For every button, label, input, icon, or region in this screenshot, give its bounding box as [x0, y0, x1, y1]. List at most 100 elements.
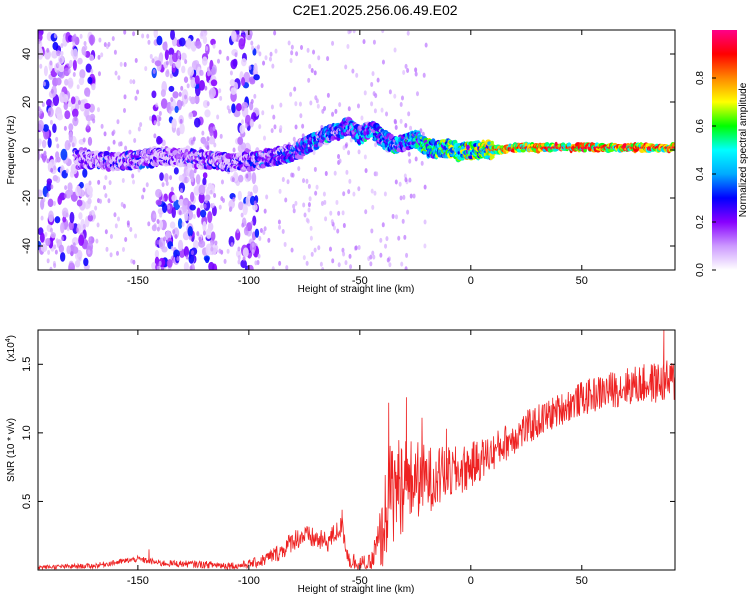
noise-blob — [208, 136, 216, 145]
noise-blob — [262, 230, 266, 236]
noise-blob — [273, 124, 277, 130]
noise-blob — [134, 95, 138, 101]
noise-blob — [393, 47, 397, 53]
noise-blob — [228, 108, 232, 114]
noise-blob — [200, 31, 204, 37]
noise-blob — [346, 43, 350, 49]
noise-blob — [104, 193, 108, 199]
noise-blob — [193, 168, 197, 174]
snr-y-ticks: 0.5 1.0 1.5 — [21, 357, 675, 509]
noise-blob — [240, 212, 244, 218]
noise-blob — [331, 40, 335, 46]
noise-blob — [338, 102, 342, 108]
spectrogram-y-tick-label: 40 — [21, 48, 33, 60]
noise-blob — [78, 77, 85, 86]
noise-blob — [237, 246, 241, 252]
noise-blob — [188, 96, 192, 102]
noise-blob — [258, 235, 262, 241]
noise-blob — [161, 182, 165, 188]
snr-y-tick-label: 1.0 — [21, 425, 33, 440]
noise-blob — [272, 114, 276, 120]
noise-blob — [302, 202, 306, 208]
spectrogram-x-ticks: -150 -100 -50 0 50 — [127, 30, 588, 287]
noise-blob — [316, 103, 320, 109]
snr-x-tick-label: -50 — [352, 575, 368, 587]
noise-blob — [407, 151, 411, 157]
noise-blob — [172, 91, 179, 99]
noise-blob — [204, 256, 210, 264]
noise-blob — [405, 252, 409, 258]
snr-multiplier-exp: 4 — [5, 338, 12, 342]
noise-blob — [403, 234, 407, 240]
spectrogram-y-tick-label: -20 — [21, 190, 33, 206]
noise-blob — [218, 204, 222, 210]
noise-blob — [50, 167, 54, 173]
snr-y-label: SNR (10 * v/v) — [6, 418, 17, 482]
noise-blob — [399, 118, 403, 124]
noise-blob — [169, 73, 173, 79]
noise-blob — [283, 241, 287, 247]
noise-blob — [71, 246, 79, 254]
noise-blob — [394, 124, 398, 130]
noise-blob — [170, 97, 174, 103]
noise-blob — [151, 58, 155, 64]
noise-blob — [237, 255, 241, 261]
noise-blob — [253, 93, 257, 99]
noise-blob — [202, 177, 207, 186]
noise-blob — [86, 92, 90, 98]
noise-blob — [235, 103, 242, 112]
noise-blob — [78, 181, 84, 189]
noise-blob — [307, 202, 311, 208]
noise-blob — [46, 178, 53, 185]
noise-blob — [388, 262, 392, 268]
noise-blob — [198, 236, 202, 242]
noise-blob — [206, 145, 210, 151]
noise-blob — [241, 106, 245, 112]
noise-blob — [313, 247, 317, 253]
noise-blob — [183, 261, 189, 270]
noise-blob — [422, 72, 426, 78]
noise-blob — [253, 62, 258, 75]
noise-blob — [56, 143, 60, 149]
noise-blob — [52, 200, 56, 206]
noise-blob — [132, 31, 136, 37]
noise-blob — [132, 259, 136, 265]
noise-blob — [60, 43, 64, 49]
snr-x-label: Height of straight line (km) — [298, 584, 415, 595]
noise-blob — [210, 231, 216, 241]
noise-blob — [159, 212, 163, 218]
noise-blob — [206, 101, 210, 107]
noise-blob — [284, 197, 288, 203]
noise-blob — [338, 158, 342, 164]
noise-blob — [248, 65, 252, 71]
spectrogram-x-label: Height of straight line (km) — [298, 284, 415, 295]
noise-blob — [210, 38, 216, 46]
noise-blob — [249, 191, 253, 197]
spectrogram-y-tick-label: -40 — [21, 238, 33, 254]
noise-blob — [188, 254, 195, 264]
noise-blob — [55, 238, 59, 244]
noise-blob — [147, 39, 151, 45]
noise-blob — [160, 98, 168, 109]
noise-blob — [76, 199, 83, 207]
noise-blob — [141, 33, 145, 39]
noise-blob — [260, 83, 264, 89]
noise-blob — [172, 52, 179, 63]
noise-blob — [314, 190, 318, 196]
noise-blob — [402, 69, 406, 75]
noise-blob — [176, 256, 180, 262]
noise-blob — [129, 79, 133, 85]
noise-blob — [153, 120, 157, 126]
noise-blob — [100, 52, 104, 58]
noise-blob — [306, 47, 310, 53]
noise-blob — [59, 57, 63, 63]
noise-blob — [290, 172, 294, 178]
snr-multiplier: (x104) — [5, 335, 17, 362]
snr-multiplier-base: (x10 — [6, 342, 17, 362]
noise-blob — [98, 198, 102, 204]
noise-blob — [278, 224, 282, 230]
noise-blob — [383, 191, 387, 197]
noise-blob — [231, 177, 235, 183]
noise-blob — [177, 51, 181, 57]
noise-blob — [190, 250, 194, 256]
